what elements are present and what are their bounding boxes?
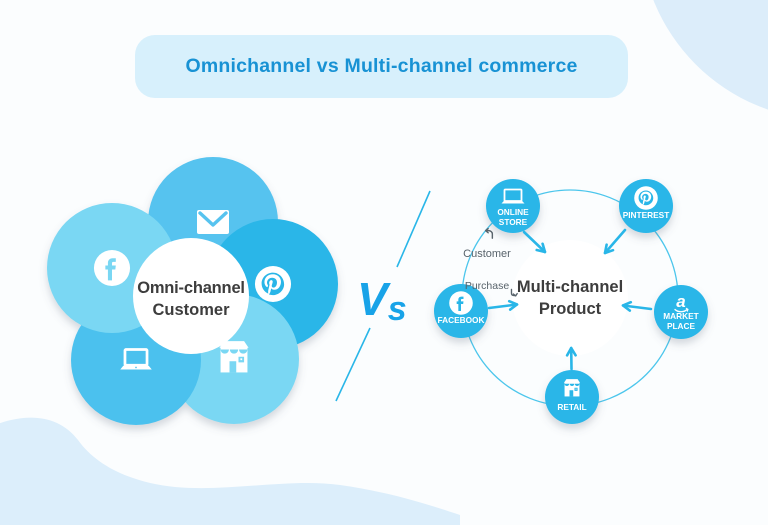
svg-text:Purchase: Purchase [465,280,510,292]
svg-text:STORE: STORE [499,217,528,227]
svg-text:Omni-channel: Omni-channel [137,279,245,297]
svg-text:PLACE: PLACE [667,321,696,331]
svg-text:Vs: Vs [357,273,407,328]
svg-text:PINTEREST: PINTEREST [623,210,670,220]
svg-text:FACEBOOK: FACEBOOK [437,315,484,325]
svg-text:Multi-channel: Multi-channel [517,278,623,296]
svg-text:MARKET: MARKET [663,311,699,321]
svg-text:RETAIL: RETAIL [557,402,586,412]
svg-text:Customer: Customer [463,248,511,260]
svg-text:ONLINE: ONLINE [497,207,529,217]
svg-text:a: a [676,292,685,311]
svg-text:Customer: Customer [152,301,230,319]
svg-text:Product: Product [539,300,602,318]
